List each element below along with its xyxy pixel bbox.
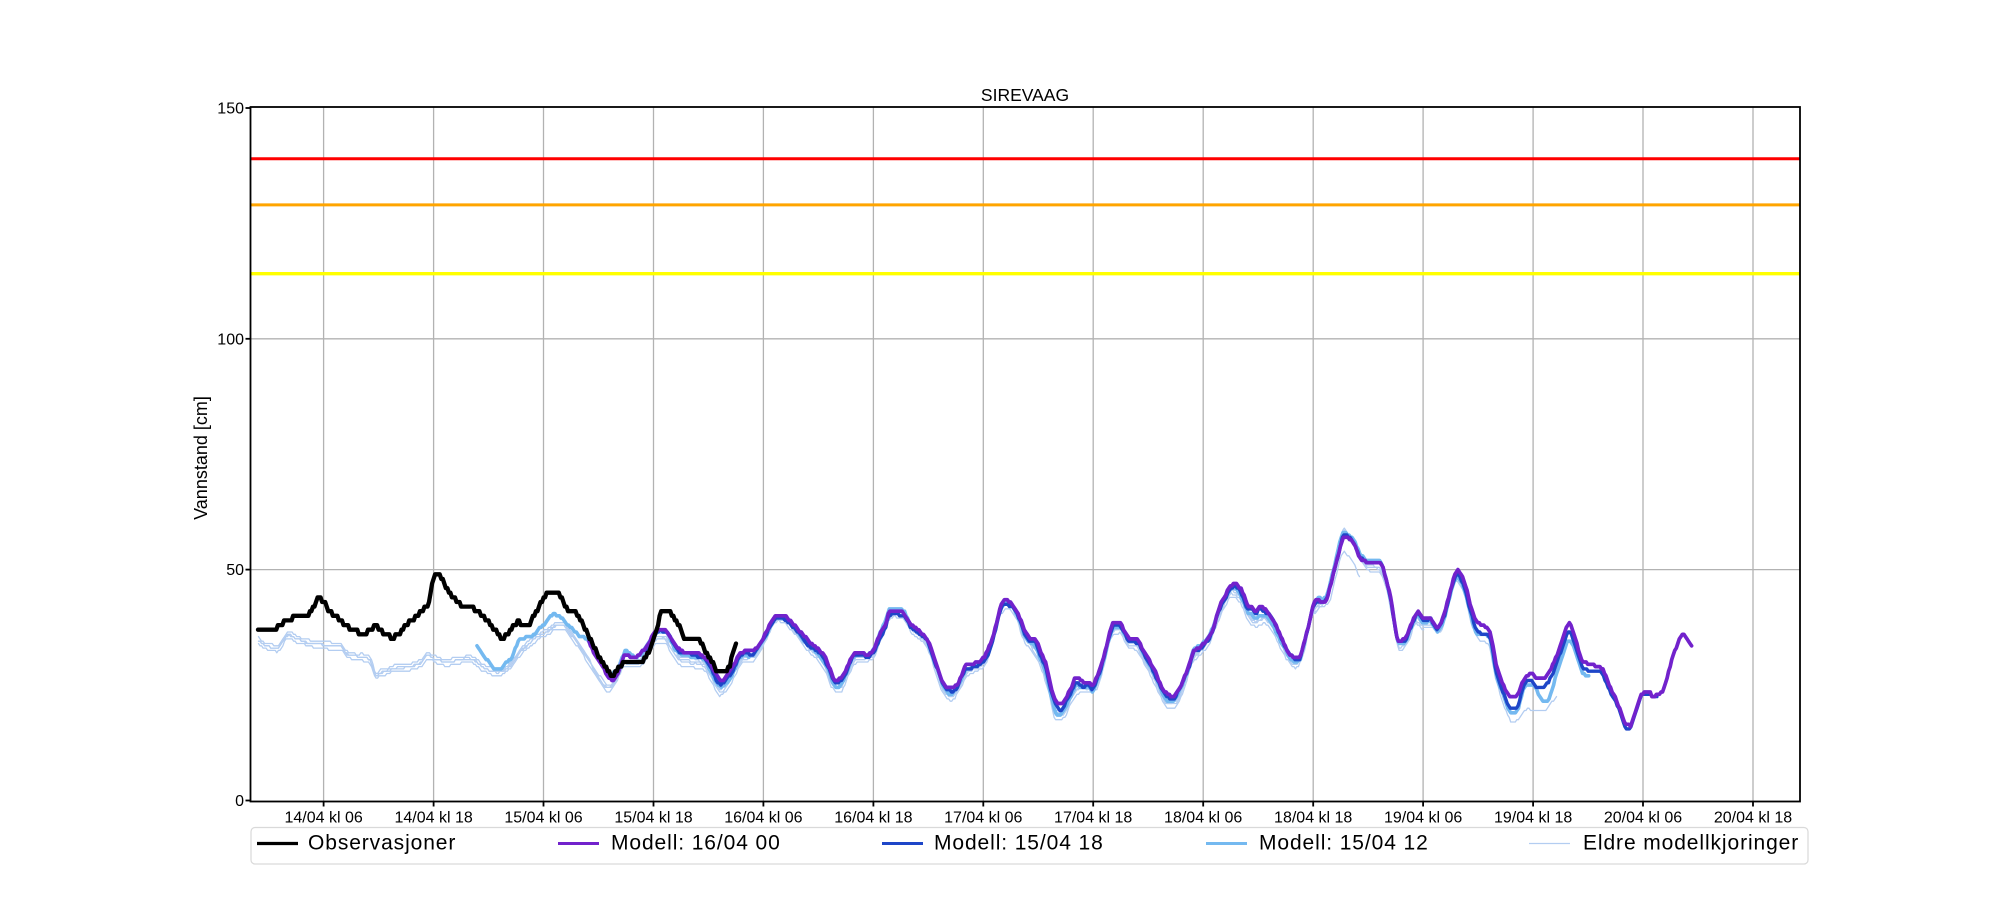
- svg-text:14/04 kl 06: 14/04 kl 06: [284, 810, 362, 827]
- svg-text:18/04 kl 06: 18/04 kl 06: [1164, 810, 1242, 827]
- svg-text:Observasjoner: Observasjoner: [308, 832, 456, 855]
- svg-text:Modell: 16/04 00: Modell: 16/04 00: [611, 832, 781, 855]
- svg-text:17/04 kl 06: 17/04 kl 06: [944, 810, 1022, 827]
- svg-text:16/04 kl 18: 16/04 kl 18: [834, 810, 912, 827]
- svg-text:50: 50: [226, 562, 244, 579]
- svg-text:SIREVAAG: SIREVAAG: [981, 85, 1069, 105]
- svg-text:0: 0: [235, 793, 244, 810]
- svg-text:20/04 kl 18: 20/04 kl 18: [1714, 810, 1792, 827]
- svg-text:18/04 kl 18: 18/04 kl 18: [1274, 810, 1352, 827]
- svg-text:17/04 kl 18: 17/04 kl 18: [1054, 810, 1132, 827]
- svg-text:Vannstand [cm]: Vannstand [cm]: [191, 396, 211, 520]
- svg-text:16/04 kl 06: 16/04 kl 06: [724, 810, 802, 827]
- svg-text:20/04 kl 06: 20/04 kl 06: [1604, 810, 1682, 827]
- svg-text:15/04 kl 18: 15/04 kl 18: [614, 810, 692, 827]
- svg-text:150: 150: [217, 101, 244, 118]
- svg-text:Modell: 15/04 18: Modell: 15/04 18: [934, 832, 1104, 855]
- svg-text:Eldre modellkjoringer: Eldre modellkjoringer: [1583, 832, 1799, 855]
- svg-text:14/04 kl 18: 14/04 kl 18: [394, 810, 472, 827]
- svg-text:15/04 kl 06: 15/04 kl 06: [504, 810, 582, 827]
- svg-text:19/04 kl 18: 19/04 kl 18: [1494, 810, 1572, 827]
- svg-text:Modell: 15/04 12: Modell: 15/04 12: [1259, 832, 1429, 855]
- svg-text:100: 100: [217, 331, 244, 348]
- svg-text:19/04 kl 06: 19/04 kl 06: [1384, 810, 1462, 827]
